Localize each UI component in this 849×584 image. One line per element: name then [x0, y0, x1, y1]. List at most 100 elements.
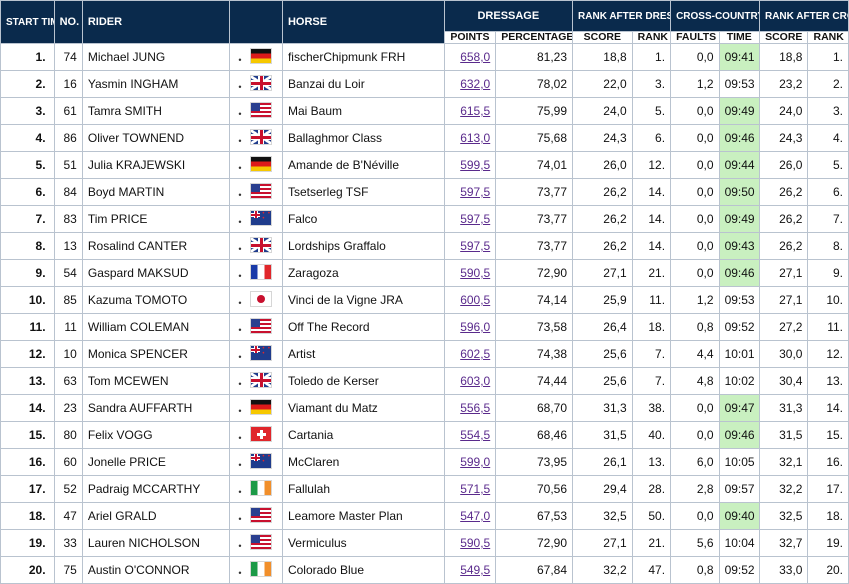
xc-time: 09:49 [718, 205, 760, 233]
rider-name: Ariel GRALD [81, 502, 231, 530]
xc-faults: 4,8 [670, 367, 720, 395]
dressage-points-link[interactable]: 556,5 [460, 401, 491, 415]
rider-name: Kazuma TOMOTO [81, 286, 231, 314]
xc-time: 10:04 [718, 529, 760, 557]
dressage-points-link[interactable]: 597,5 [460, 185, 491, 199]
dressage-points-cell: 571,5 [443, 475, 497, 503]
table-row: 13. 63 Tom MCEWEN • Toledo de Kerser 603,0 74,… [0, 367, 849, 395]
dressage-score: 32,5 [572, 502, 633, 530]
dressage-rank: 7. [631, 367, 672, 395]
flag-usa-icon [250, 318, 273, 334]
start-rank: 13. [0, 367, 55, 395]
rider-number: 47 [53, 502, 83, 530]
header-rider: RIDER [81, 0, 231, 44]
flag-nzl-icon [250, 345, 273, 361]
xc-score: 31,3 [758, 394, 809, 422]
start-rank: 11. [0, 313, 55, 341]
rider-number: 11 [53, 313, 83, 341]
flag-irl-icon [250, 480, 273, 496]
xc-time: 09:52 [718, 556, 760, 584]
xc-score: 27,1 [758, 286, 809, 314]
xc-score: 32,1 [758, 448, 809, 476]
dressage-points-link[interactable]: 596,0 [460, 320, 491, 334]
dressage-points-link[interactable]: 658,0 [460, 50, 491, 64]
dressage-points-link[interactable]: 549,5 [460, 563, 491, 577]
xc-score: 30,0 [758, 340, 809, 368]
dressage-points-cell: 615,5 [443, 97, 497, 125]
subheader-percentage: PERCENTAGE [495, 31, 574, 44]
dressage-points-link[interactable]: 603,0 [460, 374, 491, 388]
dressage-points-link[interactable]: 597,5 [460, 239, 491, 253]
dressage-points-cell: 658,0 [443, 43, 497, 71]
xc-rank: 15. [807, 421, 849, 449]
xc-rank: 10. [807, 286, 849, 314]
dressage-points-link[interactable]: 554,5 [460, 428, 491, 442]
xc-faults: 0,8 [670, 313, 720, 341]
dressage-points-link[interactable]: 571,5 [460, 482, 491, 496]
dressage-score: 27,1 [572, 259, 633, 287]
dressage-points-link[interactable]: 599,5 [460, 158, 491, 172]
dressage-rank: 40. [631, 421, 672, 449]
dressage-percentage: 74,38 [495, 340, 574, 368]
dressage-percentage: 73,77 [495, 178, 574, 206]
horse-name: Tsetserleg TSF [281, 178, 445, 206]
dressage-points-link[interactable]: 547,0 [460, 509, 491, 523]
horse-name: Banzai du Loir [281, 70, 445, 98]
bullet-icon: • [238, 379, 242, 389]
dressage-points-link[interactable]: 613,0 [460, 131, 491, 145]
dressage-score: 26,0 [572, 151, 633, 179]
flag-usa-icon [250, 102, 273, 118]
subheader-points: POINTS [443, 31, 497, 44]
horse-name: Cartania [281, 421, 445, 449]
rider-number: 16 [53, 70, 83, 98]
xc-rank: 19. [807, 529, 849, 557]
rider-number: 63 [53, 367, 83, 395]
dressage-percentage: 70,56 [495, 475, 574, 503]
xc-rank: 17. [807, 475, 849, 503]
dressage-score: 24,0 [572, 97, 633, 125]
bullet-icon: • [238, 487, 242, 497]
horse-name: Amande de B'Néville [281, 151, 445, 179]
xc-faults: 0,0 [670, 151, 720, 179]
bullet-icon: • [238, 433, 242, 443]
rider-name: Lauren NICHOLSON [81, 529, 231, 557]
xc-score: 24,0 [758, 97, 809, 125]
dressage-points-link[interactable]: 597,5 [460, 212, 491, 226]
dressage-percentage: 74,44 [495, 367, 574, 395]
dressage-points-link[interactable]: 602,5 [460, 347, 491, 361]
dressage-rank: 14. [631, 178, 672, 206]
xc-faults: 0,0 [670, 394, 720, 422]
dressage-points-link[interactable]: 590,5 [460, 536, 491, 550]
dressage-points-link[interactable]: 615,5 [460, 104, 491, 118]
bullet-icon: • [238, 217, 242, 227]
dressage-points-link[interactable]: 600,5 [460, 293, 491, 307]
dressage-score: 25,6 [572, 367, 633, 395]
table-row: 6. 84 Boyd MARTIN • Tsetserleg TSF 597,5 73,77… [0, 178, 849, 206]
dressage-rank: 50. [631, 502, 672, 530]
dressage-rank: 28. [631, 475, 672, 503]
dressage-score: 31,5 [572, 421, 633, 449]
xc-rank: 1. [807, 43, 849, 71]
bullet-icon: • [238, 55, 242, 65]
dressage-points-cell: 599,0 [443, 448, 497, 476]
start-rank: 8. [0, 232, 55, 260]
dressage-score: 31,3 [572, 394, 633, 422]
xc-rank: 6. [807, 178, 849, 206]
flag-nzl-icon [250, 453, 273, 469]
table-row: 3. 61 Tamra SMITH • Mai Baum 615,5 75,99 24,0 5.… [0, 97, 849, 125]
rider-number: 60 [53, 448, 83, 476]
dressage-points-cell: 602,5 [443, 340, 497, 368]
dressage-points-link[interactable]: 632,0 [460, 77, 491, 91]
xc-faults: 1,2 [670, 286, 720, 314]
bullet-icon: • [238, 271, 242, 281]
dressage-points-link[interactable]: 599,0 [460, 455, 491, 469]
rider-name: Sandra AUFFARTH [81, 394, 231, 422]
flag-cell: • [229, 43, 283, 71]
xc-time: 09:50 [718, 178, 760, 206]
bullet-icon: • [238, 136, 242, 146]
dressage-points-link[interactable]: 590,5 [460, 266, 491, 280]
xc-faults: 2,8 [670, 475, 720, 503]
start-rank: 18. [0, 502, 55, 530]
flag-cell: • [229, 232, 283, 260]
xc-time: 09:49 [718, 97, 760, 125]
